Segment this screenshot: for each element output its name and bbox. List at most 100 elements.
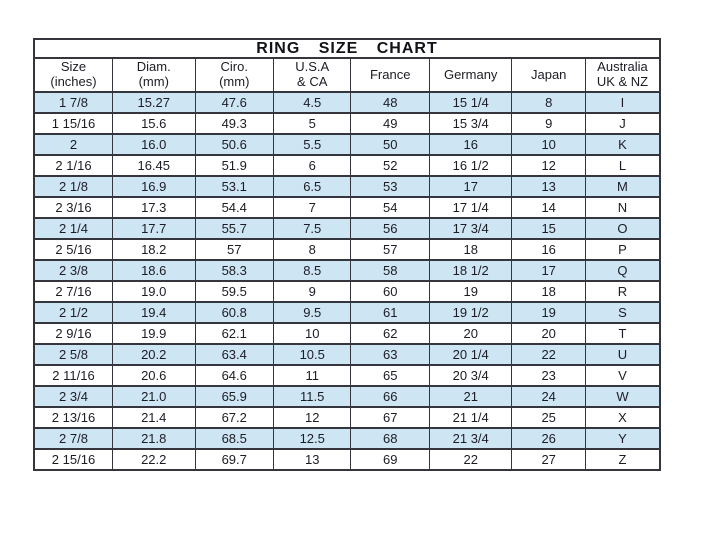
column-header-line2: (mm) — [219, 74, 250, 89]
cell: 9 — [511, 112, 586, 135]
cell: I — [584, 91, 661, 114]
cell: 17.7 — [111, 217, 196, 240]
cell: 60.8 — [194, 301, 274, 324]
cell: 53 — [350, 175, 430, 198]
cell: 17 3/4 — [428, 217, 513, 240]
cell: 8.5 — [272, 259, 352, 282]
cell: 20 1/4 — [428, 343, 513, 366]
cell: 7 — [272, 196, 352, 219]
cell: 21.8 — [111, 427, 196, 450]
cell: 2 3/8 — [33, 259, 113, 282]
cell: 58.3 — [194, 259, 274, 282]
cell: 2 5/16 — [33, 238, 113, 261]
cell: 21.4 — [111, 406, 196, 429]
cell: 68 — [350, 427, 430, 450]
cell: 56 — [350, 217, 430, 240]
cell: 50 — [350, 133, 430, 156]
cell: 22.2 — [111, 448, 196, 471]
table-row: 2 7/16 19.0 59.5 9 60 19 18 R — [33, 280, 661, 303]
cell: 17.3 — [111, 196, 196, 219]
cell: 15 — [511, 217, 586, 240]
table-body: 1 7/8 15.27 47.6 4.5 48 15 1/4 8 I 1 15/16 15.6 49… — [33, 91, 661, 471]
column-header-line2: UK & NZ — [596, 74, 649, 89]
cell: 60 — [350, 280, 430, 303]
column-header-1: Diam. (mm) — [111, 57, 196, 93]
cell: 20 — [511, 322, 586, 345]
cell: 10.5 — [272, 343, 352, 366]
table-row: 2 16.0 50.6 5.5 50 16 10 K — [33, 133, 661, 156]
cell: 16 1/2 — [428, 154, 513, 177]
table-row: 2 1/8 16.9 53.1 6.5 53 17 13 M — [33, 175, 661, 198]
table-row: 2 13/16 21.4 67.2 12 67 21 1/4 25 X — [33, 406, 661, 429]
column-header-4: France — [350, 57, 430, 93]
cell: T — [584, 322, 661, 345]
table-row: 2 3/8 18.6 58.3 8.5 58 18 1/2 17 Q — [33, 259, 661, 282]
column-header-line1: Japan — [530, 66, 567, 82]
table-row: 1 15/16 15.6 49.3 5 49 15 3/4 9 J — [33, 112, 661, 135]
cell: 64.6 — [194, 364, 274, 387]
cell: M — [584, 175, 661, 198]
cell: 63.4 — [194, 343, 274, 366]
cell: 9 — [272, 280, 352, 303]
cell: 54 — [350, 196, 430, 219]
cell: 13 — [272, 448, 352, 471]
cell: 17 — [511, 259, 586, 282]
table-row: 2 15/16 22.2 69.7 13 69 22 27 Z — [33, 448, 661, 471]
column-header-3: U.S.A & CA — [272, 57, 352, 93]
cell: Q — [584, 259, 661, 282]
cell: 21 — [428, 385, 513, 408]
cell: 2 3/4 — [33, 385, 113, 408]
cell: 19 1/2 — [428, 301, 513, 324]
cell: 10 — [511, 133, 586, 156]
cell: 2 7/16 — [33, 280, 113, 303]
table-row: 2 7/8 21.8 68.5 12.5 68 21 3/4 26 Y — [33, 427, 661, 450]
cell: 53.1 — [194, 175, 274, 198]
column-header-line2: (inches) — [50, 74, 97, 89]
cell: 12 — [272, 406, 352, 429]
cell: 16.0 — [111, 133, 196, 156]
cell: 18.2 — [111, 238, 196, 261]
cell: 2 1/16 — [33, 154, 113, 177]
cell: 19 — [511, 301, 586, 324]
cell: 11 — [272, 364, 352, 387]
cell: 17 1/4 — [428, 196, 513, 219]
table-row: 2 1/2 19.4 60.8 9.5 61 19 1/2 19 S — [33, 301, 661, 324]
column-header-line1: Australia — [597, 59, 648, 75]
cell: 65 — [350, 364, 430, 387]
cell: 67 — [350, 406, 430, 429]
cell: K — [584, 133, 661, 156]
cell: 2 13/16 — [33, 406, 113, 429]
cell: 2 9/16 — [33, 322, 113, 345]
cell: 21 3/4 — [428, 427, 513, 450]
cell: 15 1/4 — [428, 91, 513, 114]
cell: 22 — [511, 343, 586, 366]
cell: 61 — [350, 301, 430, 324]
column-header-line1: Size — [60, 59, 87, 75]
cell: L — [584, 154, 661, 177]
cell: 12.5 — [272, 427, 352, 450]
table-row: 2 5/16 18.2 57 8 57 18 16 P — [33, 238, 661, 261]
cell: J — [584, 112, 661, 135]
cell: U — [584, 343, 661, 366]
cell: 17 — [428, 175, 513, 198]
cell: R — [584, 280, 661, 303]
cell: 20.6 — [111, 364, 196, 387]
cell: 52 — [350, 154, 430, 177]
cell: 16.45 — [111, 154, 196, 177]
cell: 21 1/4 — [428, 406, 513, 429]
table-row: 1 7/8 15.27 47.6 4.5 48 15 1/4 8 I — [33, 91, 661, 114]
cell: 27 — [511, 448, 586, 471]
cell: 62.1 — [194, 322, 274, 345]
cell: 18.6 — [111, 259, 196, 282]
cell: 19 — [428, 280, 513, 303]
cell: 54.4 — [194, 196, 274, 219]
cell: 12 — [511, 154, 586, 177]
cell: 2 — [33, 133, 113, 156]
cell: 51.9 — [194, 154, 274, 177]
cell: 58 — [350, 259, 430, 282]
cell: 9.5 — [272, 301, 352, 324]
cell: 20 — [428, 322, 513, 345]
cell: 57 — [194, 238, 274, 261]
cell: 67.2 — [194, 406, 274, 429]
